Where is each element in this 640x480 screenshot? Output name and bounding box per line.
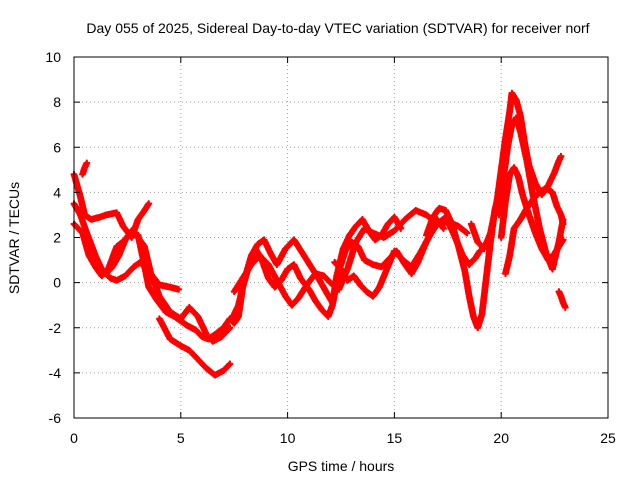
series-marks: [155, 315, 234, 379]
y-tick-label: 10: [45, 49, 61, 65]
series-track-15: [555, 288, 569, 311]
x-tick-labels: 0 5 10 15 20 25: [70, 430, 616, 446]
series-track-13: [497, 164, 567, 264]
y-axis-label: SDTVAR / TECUs: [6, 182, 22, 294]
x-tick-label: 10: [280, 430, 296, 446]
y-tick-label: 8: [53, 94, 61, 110]
axis-ticks: [73, 56, 609, 419]
y-tick-label: 6: [53, 139, 61, 155]
series-track-2: [79, 159, 91, 178]
x-tick-label: 5: [177, 430, 185, 446]
series-marks: [502, 184, 567, 278]
y-tick-label: 4: [53, 184, 61, 200]
x-tick-label: 15: [387, 430, 403, 446]
y-tick-label: 0: [53, 275, 61, 291]
series-track-14: [502, 184, 567, 278]
chart-title: Day 055 of 2025, Sidereal Day-to-day VTE…: [86, 20, 589, 36]
series-marks: [497, 164, 567, 264]
y-tick-label: -2: [49, 320, 62, 336]
x-tick-label: 0: [70, 430, 78, 446]
x-tick-label: 25: [600, 430, 616, 446]
data-series-group: [70, 89, 569, 379]
x-axis-label: GPS time / hours: [288, 458, 395, 474]
x-tick-label: 20: [493, 430, 509, 446]
y-tick-label: -6: [49, 410, 62, 426]
y-tick-label: -4: [49, 365, 62, 381]
series-track-6: [155, 315, 234, 379]
y-tick-labels: -6 -4 -2 0 2 4 6 8 10: [45, 49, 61, 426]
series-marks: [555, 288, 569, 311]
series-marks: [79, 159, 91, 178]
y-tick-label: 2: [53, 230, 61, 246]
